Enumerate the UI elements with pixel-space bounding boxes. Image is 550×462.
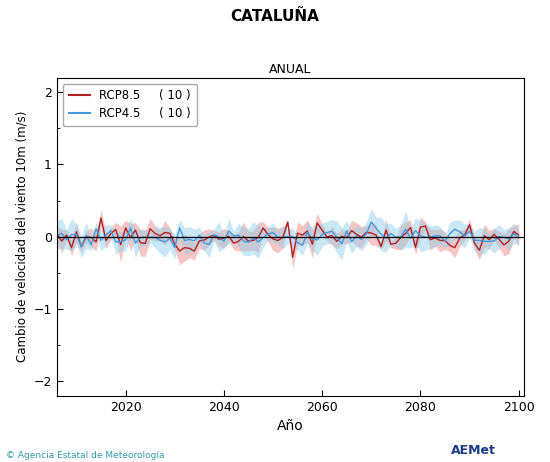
- Y-axis label: Cambio de velocidad del viento 10m (m/s): Cambio de velocidad del viento 10m (m/s): [15, 111, 28, 362]
- Text: AEMet: AEMet: [451, 444, 496, 457]
- Title: ANUAL: ANUAL: [269, 63, 311, 77]
- Legend: RCP8.5     ( 10 ), RCP4.5     ( 10 ): RCP8.5 ( 10 ), RCP4.5 ( 10 ): [63, 84, 197, 126]
- X-axis label: Año: Año: [277, 419, 304, 433]
- Text: CATALUÑA: CATALUÑA: [230, 9, 320, 24]
- Text: © Agencia Estatal de Meteorología: © Agencia Estatal de Meteorología: [6, 451, 164, 460]
